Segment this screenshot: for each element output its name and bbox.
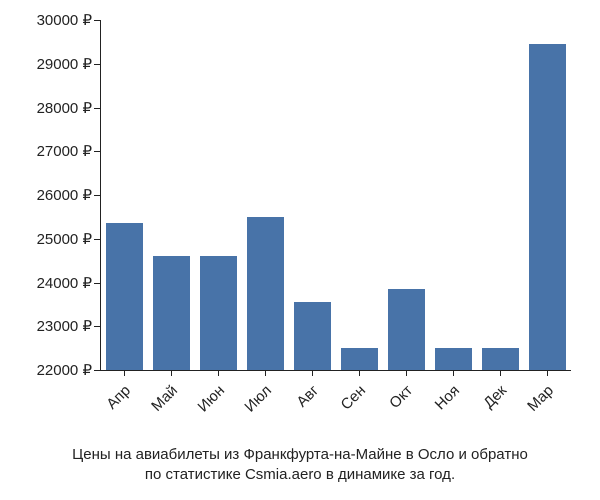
x-tick-label: Июл bbox=[241, 382, 275, 416]
bar bbox=[388, 289, 426, 370]
bar bbox=[435, 348, 473, 370]
x-tick-mark bbox=[265, 370, 266, 376]
x-tick-label: Май bbox=[148, 382, 181, 415]
x-tick-mark bbox=[453, 370, 454, 376]
bar-slot bbox=[148, 20, 195, 370]
y-tick-label: 28000 ₽ bbox=[2, 99, 92, 117]
bar bbox=[529, 44, 567, 370]
bar bbox=[153, 256, 191, 370]
caption-line-2: по статистике Csmia.aero в динамике за г… bbox=[145, 466, 455, 483]
x-tick-label: Сен bbox=[337, 382, 368, 413]
plot-area bbox=[100, 20, 571, 371]
y-tick-label: 24000 ₽ bbox=[2, 274, 92, 292]
bar bbox=[294, 302, 332, 370]
x-tick-mark bbox=[500, 370, 501, 376]
y-tick-label: 29000 ₽ bbox=[2, 55, 92, 73]
x-tick-label: Дек bbox=[480, 382, 510, 412]
x-tick-mark bbox=[406, 370, 407, 376]
x-tick-label: Ноя bbox=[431, 382, 462, 413]
x-tick-mark bbox=[124, 370, 125, 376]
x-tick-label: Апр bbox=[103, 382, 134, 413]
bar bbox=[341, 348, 379, 370]
bar-slot bbox=[430, 20, 477, 370]
price-chart: 22000 ₽ 23000 ₽ 24000 ₽ 25000 ₽ 26000 ₽ 27000… bbox=[0, 0, 600, 500]
x-tick-mark bbox=[218, 370, 219, 376]
x-tick-mark bbox=[359, 370, 360, 376]
chart-caption: Цены на авиабилеты из Франкфурта-на-Майн… bbox=[0, 445, 600, 486]
bar-slot bbox=[524, 20, 571, 370]
bar-slot bbox=[336, 20, 383, 370]
bars-container bbox=[101, 20, 571, 370]
caption-line-1: Цены на авиабилеты из Франкфурта-на-Майн… bbox=[72, 446, 528, 463]
bar-slot bbox=[289, 20, 336, 370]
x-tick-mark bbox=[171, 370, 172, 376]
x-tick-label: Июн bbox=[194, 382, 227, 415]
bar-slot bbox=[477, 20, 524, 370]
bar-slot bbox=[383, 20, 430, 370]
bar bbox=[200, 256, 238, 370]
x-tick-mark bbox=[312, 370, 313, 376]
bar bbox=[106, 223, 144, 370]
bar bbox=[482, 348, 520, 370]
bar-slot bbox=[242, 20, 289, 370]
bar bbox=[247, 217, 285, 370]
y-tick-label: 25000 ₽ bbox=[2, 230, 92, 248]
y-tick-label: 30000 ₽ bbox=[2, 11, 92, 29]
y-tick-label: 27000 ₽ bbox=[2, 142, 92, 160]
bar-slot bbox=[195, 20, 242, 370]
bar-slot bbox=[101, 20, 148, 370]
y-tick-label: 22000 ₽ bbox=[2, 361, 92, 379]
x-tick-label: Авг bbox=[293, 382, 322, 411]
x-tick-label: Окт bbox=[386, 382, 416, 412]
x-tick-label: Мар bbox=[524, 382, 557, 415]
y-tick-label: 23000 ₽ bbox=[2, 317, 92, 335]
x-tick-mark bbox=[547, 370, 548, 376]
y-tick-label: 26000 ₽ bbox=[2, 186, 92, 204]
